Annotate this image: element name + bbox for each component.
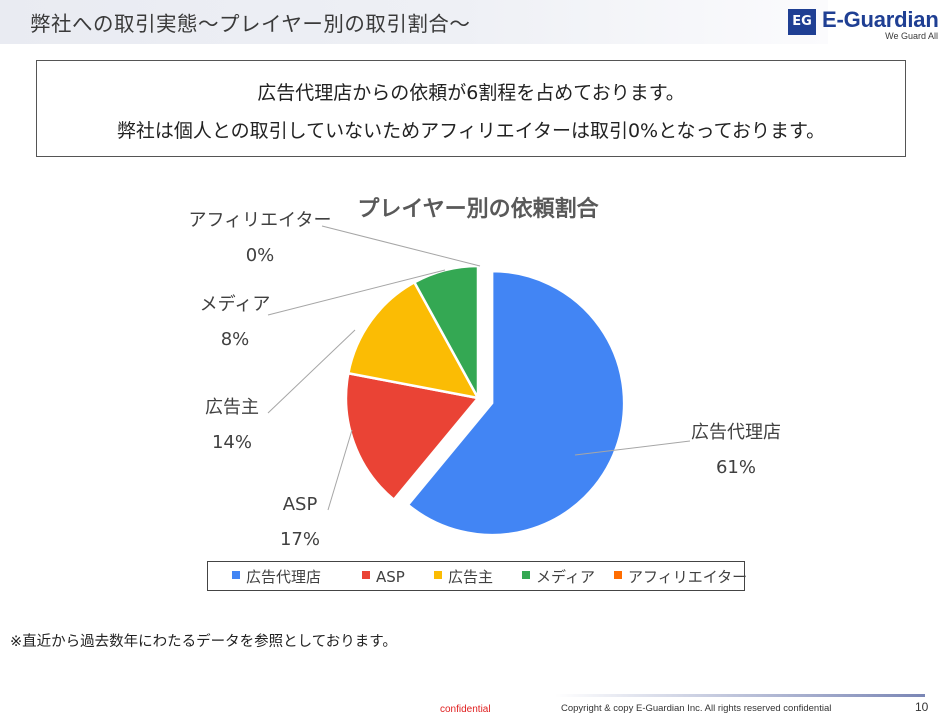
legend-swatch-3 bbox=[522, 571, 530, 579]
data-label-name-4: アフィリエイター bbox=[189, 210, 332, 231]
data-label-name-1: ASP bbox=[283, 494, 318, 515]
copyright-text: Copyright & copy E-Guardian Inc. All rig… bbox=[561, 703, 832, 714]
legend-swatch-2 bbox=[434, 571, 442, 579]
leader-line-1 bbox=[327, 429, 353, 511]
summary-box: 広告代理店からの依頼が6割程を占めております。 弊社は個人との取引していないため… bbox=[36, 60, 906, 157]
page-number: 10 bbox=[915, 700, 929, 714]
pie-slice-0 bbox=[406, 269, 626, 537]
pie-slice-1 bbox=[344, 371, 481, 502]
data-label-name-2: 広告主 bbox=[205, 397, 259, 418]
title-bar bbox=[0, 0, 828, 44]
data-label-value-2: 14% bbox=[212, 432, 252, 453]
data-label-value-3: 8% bbox=[221, 329, 250, 350]
leader-line-3 bbox=[267, 269, 446, 316]
logo-mark: EG bbox=[788, 9, 816, 35]
footnote: ※直近から過去数年にわたるデータを参照としております。 bbox=[10, 634, 397, 650]
data-label-name-0: 広告代理店 bbox=[691, 422, 781, 443]
legend-swatch-4 bbox=[614, 571, 622, 579]
legend-frame bbox=[207, 561, 745, 591]
legend-label-1: ASP bbox=[376, 568, 405, 586]
summary-line-1: 広告代理店からの依頼が6割程を占めております。 bbox=[257, 82, 685, 104]
legend-swatch-1 bbox=[362, 571, 370, 579]
leader-line-2 bbox=[267, 329, 356, 414]
legend-label-0: 広告代理店 bbox=[246, 568, 321, 586]
data-label-value-1: 17% bbox=[280, 529, 320, 550]
pie-slice-2 bbox=[346, 280, 481, 400]
data-label-name-3: メディア bbox=[200, 294, 271, 315]
legend-label-4: アフィリエイター bbox=[628, 568, 747, 586]
footer-divider bbox=[555, 694, 925, 697]
pie-slice-3 bbox=[412, 264, 480, 399]
chart-title: プレイヤー別の依頼割合 bbox=[357, 196, 599, 222]
leader-line-4 bbox=[321, 225, 481, 267]
summary-line-2: 弊社は個人との取引していないためアフィリエイターは取引0%となっております。 bbox=[116, 120, 826, 142]
leader-line-0 bbox=[574, 440, 691, 456]
confidential-mark: confidential bbox=[440, 704, 491, 715]
logo-name: E-Guardian bbox=[822, 7, 939, 32]
company-logo: EG E-Guardian We Guard All bbox=[788, 7, 940, 43]
data-label-value-0: 61% bbox=[716, 457, 756, 478]
data-label-value-4: 0% bbox=[246, 245, 275, 266]
logo-tagline: We Guard All bbox=[885, 31, 938, 41]
slide-title: 弊社への取引実態～プレイヤー別の取引割合～ bbox=[30, 12, 471, 36]
legend-label-2: 広告主 bbox=[448, 568, 493, 586]
legend-label-3: メディア bbox=[536, 568, 595, 586]
legend-swatch-0 bbox=[232, 571, 240, 579]
